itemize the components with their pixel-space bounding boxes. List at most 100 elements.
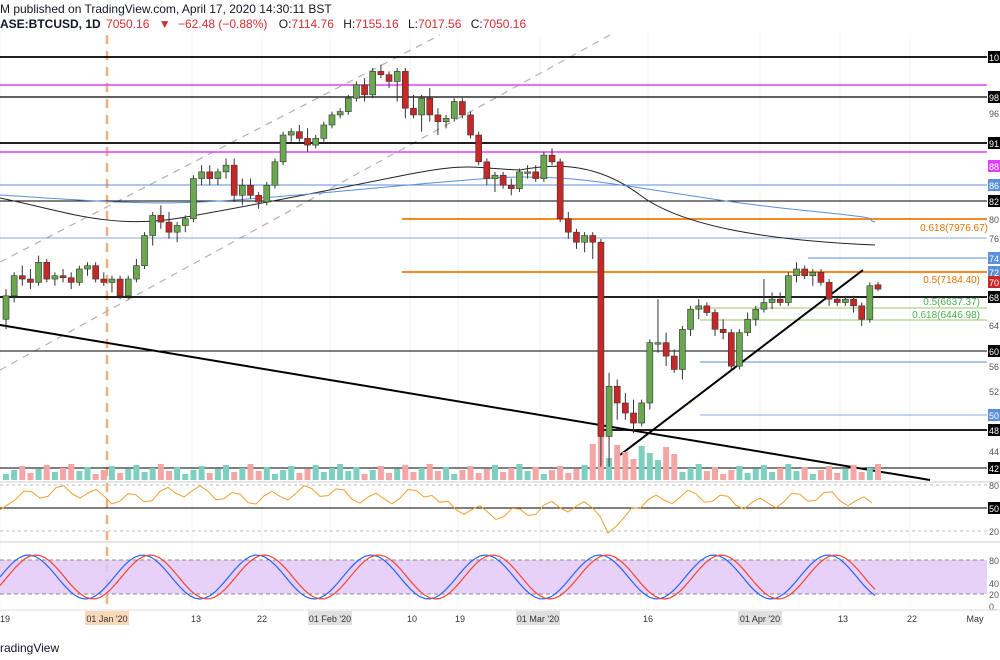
candle-body (646, 342, 654, 404)
candle-body (434, 114, 442, 122)
volume-bar (410, 472, 417, 480)
volume-bar (777, 468, 784, 480)
volume-bar (312, 465, 319, 480)
stoch-band (0, 560, 987, 594)
rsi-axis-label: 50 (989, 504, 999, 514)
rsi-axis-label: 80 (989, 481, 999, 491)
price-axis-tag (988, 160, 1000, 172)
candle-body (630, 412, 637, 424)
volume-bar (296, 473, 303, 480)
candle-body (499, 174, 507, 186)
volume-bar (858, 472, 865, 480)
volume-bar (328, 468, 335, 480)
volume-bar (84, 467, 91, 480)
volume-bar (434, 471, 441, 480)
volume-bar (769, 472, 776, 480)
volume-bar (500, 472, 507, 480)
time-axis-label: 01 Apr '20 (740, 614, 780, 624)
time-axis-label: 10 (407, 614, 417, 624)
price-axis-tag (988, 424, 1000, 436)
moving-average-100 (0, 176, 876, 223)
candle-body (206, 171, 214, 179)
price-axis-label: 76 (989, 234, 999, 244)
price-axis-label: 56 (989, 362, 999, 372)
price-axis-tag (988, 91, 1000, 103)
volume-bar (288, 466, 295, 480)
price-axis-label: 68 (989, 293, 999, 303)
price-axis-tag (988, 51, 1000, 63)
candle-body (809, 272, 817, 276)
volume-bar (785, 464, 792, 480)
symbol-label[interactable]: ASE:BTCUSD, 1D (0, 17, 101, 31)
volume-bar (720, 474, 727, 480)
candle-body (785, 275, 792, 303)
volume-bar (125, 469, 132, 480)
volume-bar (394, 469, 401, 480)
volume-bar (117, 473, 124, 480)
candle-body (336, 111, 344, 116)
volume-bar (557, 466, 564, 480)
candle-body (247, 184, 254, 196)
volume-bar (19, 466, 26, 480)
volume-bar (760, 465, 767, 480)
candle-body (597, 241, 605, 437)
price-axis-label: 98 (989, 93, 999, 103)
price-axis-tag (988, 252, 1000, 264)
price-axis-tag (988, 276, 1000, 288)
volume-bar (565, 473, 572, 480)
candle-body (556, 161, 564, 220)
candle-body (760, 302, 768, 310)
volume-bar (573, 469, 580, 480)
candle-body (613, 385, 621, 404)
stoch-axis-label: 0. (989, 602, 997, 612)
volume-bar (76, 471, 83, 480)
volume-bar (68, 464, 75, 480)
candle-body (817, 272, 825, 283)
price-axis-label: 86 (989, 181, 999, 191)
candle-body (776, 298, 784, 303)
volume-bars (3, 420, 881, 480)
volume-bar (206, 473, 213, 480)
volume-bar (369, 470, 376, 480)
candle-body (255, 195, 262, 203)
price-axis-label: 72 (989, 268, 999, 278)
price-axis-tag (988, 462, 1000, 474)
candle-body (67, 277, 75, 283)
price-axis-label: 74 (989, 254, 999, 264)
rsi-axis-label: 20 (989, 527, 999, 537)
time-axis-label: 22 (257, 614, 267, 624)
candle-body (92, 265, 99, 280)
price-axis-label: 52 (989, 387, 999, 397)
candle-body (328, 114, 336, 126)
price-axis-tag (988, 179, 1000, 191)
candle-body (662, 342, 670, 357)
candle-body (638, 402, 645, 424)
volume-bar (451, 474, 458, 480)
volume-bar (793, 471, 800, 480)
candle-body (100, 278, 108, 283)
candle-body (687, 308, 694, 330)
price-axis-label: 82 (989, 197, 999, 207)
stoch-axis-label: 40 (989, 579, 999, 589)
volume-bar (834, 473, 841, 480)
candle-body (605, 385, 613, 437)
volume-bar (223, 465, 230, 480)
volume-bar (133, 465, 140, 480)
volume-bar (43, 465, 50, 480)
volume-bar (752, 469, 759, 480)
volume-bar (35, 469, 42, 480)
volume-bar (459, 470, 466, 480)
low-label: L: (408, 17, 419, 31)
candle-body (165, 221, 173, 233)
volume-bar (239, 468, 246, 480)
price-axis-tag (988, 291, 1000, 303)
candle-body (304, 138, 311, 146)
volume-bar (263, 467, 270, 480)
candle-body (27, 278, 34, 283)
volume-bar (149, 468, 156, 480)
candle-body (516, 171, 523, 189)
volume-bar (467, 466, 474, 480)
volume-bar (801, 467, 808, 480)
candle-body (507, 184, 515, 189)
price-axis-label: 10 (989, 53, 999, 63)
